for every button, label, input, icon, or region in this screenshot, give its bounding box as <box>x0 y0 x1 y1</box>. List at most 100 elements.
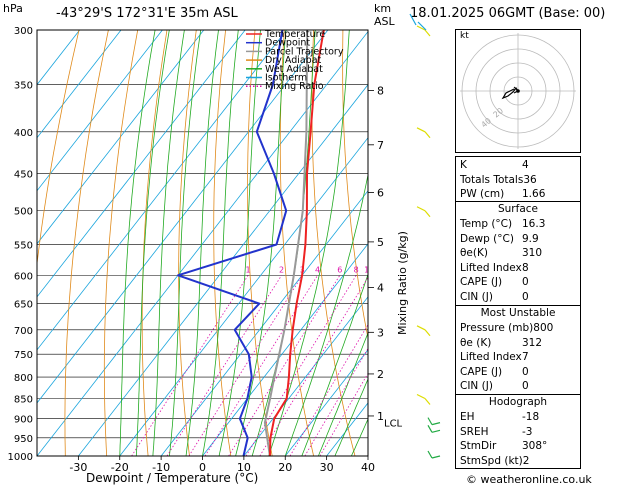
wet-adiabat-line <box>152 30 185 456</box>
pressure-tick-label: 550 <box>14 240 33 251</box>
wind-barb-flag <box>416 127 426 133</box>
hodo-row-eh: EH -18 <box>460 411 540 423</box>
temperature-line <box>268 30 325 456</box>
hodo-row-sreh: SREH -3 <box>460 425 533 438</box>
location-title: -43°29'S 172°31'E 35m ASL <box>56 6 238 21</box>
mixing-ratio-line <box>188 275 303 456</box>
wind-barb <box>424 398 431 405</box>
index-row-totals: Totals Totals 36 <box>460 173 537 186</box>
pressure-tick-label: 950 <box>14 434 33 445</box>
wet-adiabat-line <box>169 30 202 456</box>
x-tick-label: 10 <box>237 461 251 474</box>
wind-barb-flag <box>416 25 426 31</box>
hodograph-ring-20: 20 <box>492 106 506 119</box>
surface-row-cape: CAPE (J) 0 <box>460 276 529 289</box>
mixing-ratio-label: 4 <box>315 265 320 274</box>
wind-barb <box>431 455 441 459</box>
most-unstable-panel: Most Unstable Pressure (mb) 800 θe (K) 312… <box>455 305 581 395</box>
mu-row-cin: CIN (J) 0 <box>460 380 529 393</box>
dry-adiabat-line <box>103 30 139 456</box>
isotherm-line <box>37 30 205 245</box>
isotherm-line <box>37 30 329 404</box>
km-tick-label: 4 <box>377 281 384 294</box>
hodo-row-stmspd: StmSpd (kt) 2 <box>460 454 530 467</box>
dry-adiabat-line <box>213 30 232 456</box>
x-axis-label: Dewpoint / Temperature (°C) <box>86 471 259 485</box>
isotherm-line <box>160 190 368 456</box>
wind-barb-flag <box>427 450 433 459</box>
copyright-footer[interactable]: © weatheronline.co.uk <box>466 473 592 486</box>
wet-adiabat-line <box>334 378 368 456</box>
isotherm-line <box>37 30 163 192</box>
isotherm-line <box>78 84 368 456</box>
dry-adiabat-line <box>141 30 168 456</box>
pressure-tick-label: 700 <box>14 326 33 337</box>
mixing-ratio-line <box>259 276 368 456</box>
wind-barb-flag <box>427 425 433 433</box>
pressure-tick-label: 400 <box>14 128 33 139</box>
lcl-label: LCL <box>384 419 403 430</box>
asl-unit-label: ASL <box>374 15 395 28</box>
surface-row-lifted: Lifted Index 8 <box>460 261 529 274</box>
mixing-ratio-line <box>319 372 368 456</box>
legend-entry: Mixing Ratio <box>265 81 324 92</box>
pressure-tick-label: 600 <box>14 271 33 282</box>
dry-adiabat-line <box>311 30 356 456</box>
km-tick-label: 3 <box>377 326 384 339</box>
legend-entry: Wet Adiabat <box>265 64 323 75</box>
dewpoint-line <box>177 30 288 456</box>
surface-row-temp: Temp (°C) 16.3 <box>460 218 546 230</box>
mixing-ratio-label: 2 <box>279 265 284 274</box>
hodograph-ring-40: 40 <box>480 116 494 129</box>
hodograph-panel: 20 40 kt <box>455 29 581 153</box>
dry-adiabat-line <box>247 30 273 456</box>
pressure-tick-label: 800 <box>14 373 33 384</box>
x-tick-label: 40 <box>361 461 375 474</box>
km-tick-label: 5 <box>377 236 384 249</box>
pressure-tick-label: 450 <box>14 169 33 180</box>
mixing-ratio-label: 10 <box>364 265 374 274</box>
pressure-tick-label: 850 <box>14 394 33 405</box>
legend-entry: Dewpoint <box>265 38 310 49</box>
dry-adiabat-line <box>578 30 629 456</box>
mixing-ratio-label: 1 <box>246 265 251 274</box>
wind-barb <box>431 429 441 433</box>
x-tick-label: 30 <box>320 461 334 474</box>
dry-adiabat-line <box>342 30 368 341</box>
pressure-tick-label: 650 <box>14 300 33 311</box>
wind-barb-flag <box>416 206 426 212</box>
legend-entry: Isotherm <box>265 73 307 84</box>
wet-adiabat-line <box>218 30 261 456</box>
hodograph-trace <box>501 86 519 100</box>
wind-barb-flag <box>409 13 417 26</box>
x-tick-label: 20 <box>278 461 292 474</box>
mu-row-pressure: Pressure (mb) 800 <box>460 322 554 334</box>
hpa-unit-label: hPa <box>3 2 23 15</box>
dry-adiabat-line <box>279 30 314 456</box>
legend-entry: Temperature <box>264 29 325 40</box>
wet-adiabat-line <box>135 30 170 456</box>
wind-barb <box>424 131 431 139</box>
mu-row-lifted: Lifted Index 7 <box>460 351 529 364</box>
pressure-tick-label: 500 <box>14 207 33 218</box>
mixing-ratio-line <box>304 347 368 456</box>
x-tick-label: -20 <box>111 461 129 474</box>
isotherm-line <box>37 30 122 139</box>
dry-adiabat-line <box>37 30 80 267</box>
hodograph-indices-panel: Hodograph EH -18 SREH -3 StmDir 308° StmSpd… <box>455 394 581 469</box>
mixing-ratio-line <box>289 323 368 456</box>
wet-adiabat-line <box>318 331 368 456</box>
dry-adiabat-line <box>607 30 629 456</box>
hodograph-plot: 20 40 <box>460 33 576 149</box>
pressure-tick-label: 750 <box>14 350 33 361</box>
isotherm-line <box>284 349 368 456</box>
wind-barb <box>424 329 431 337</box>
wet-adiabat-line <box>235 30 287 456</box>
wet-adiabat-line <box>268 30 350 456</box>
wet-adiabat-line <box>119 30 156 456</box>
dry-adiabat-line <box>64 30 109 456</box>
km-tick-label: 2 <box>377 368 384 381</box>
mixing-ratio-line <box>131 275 249 456</box>
